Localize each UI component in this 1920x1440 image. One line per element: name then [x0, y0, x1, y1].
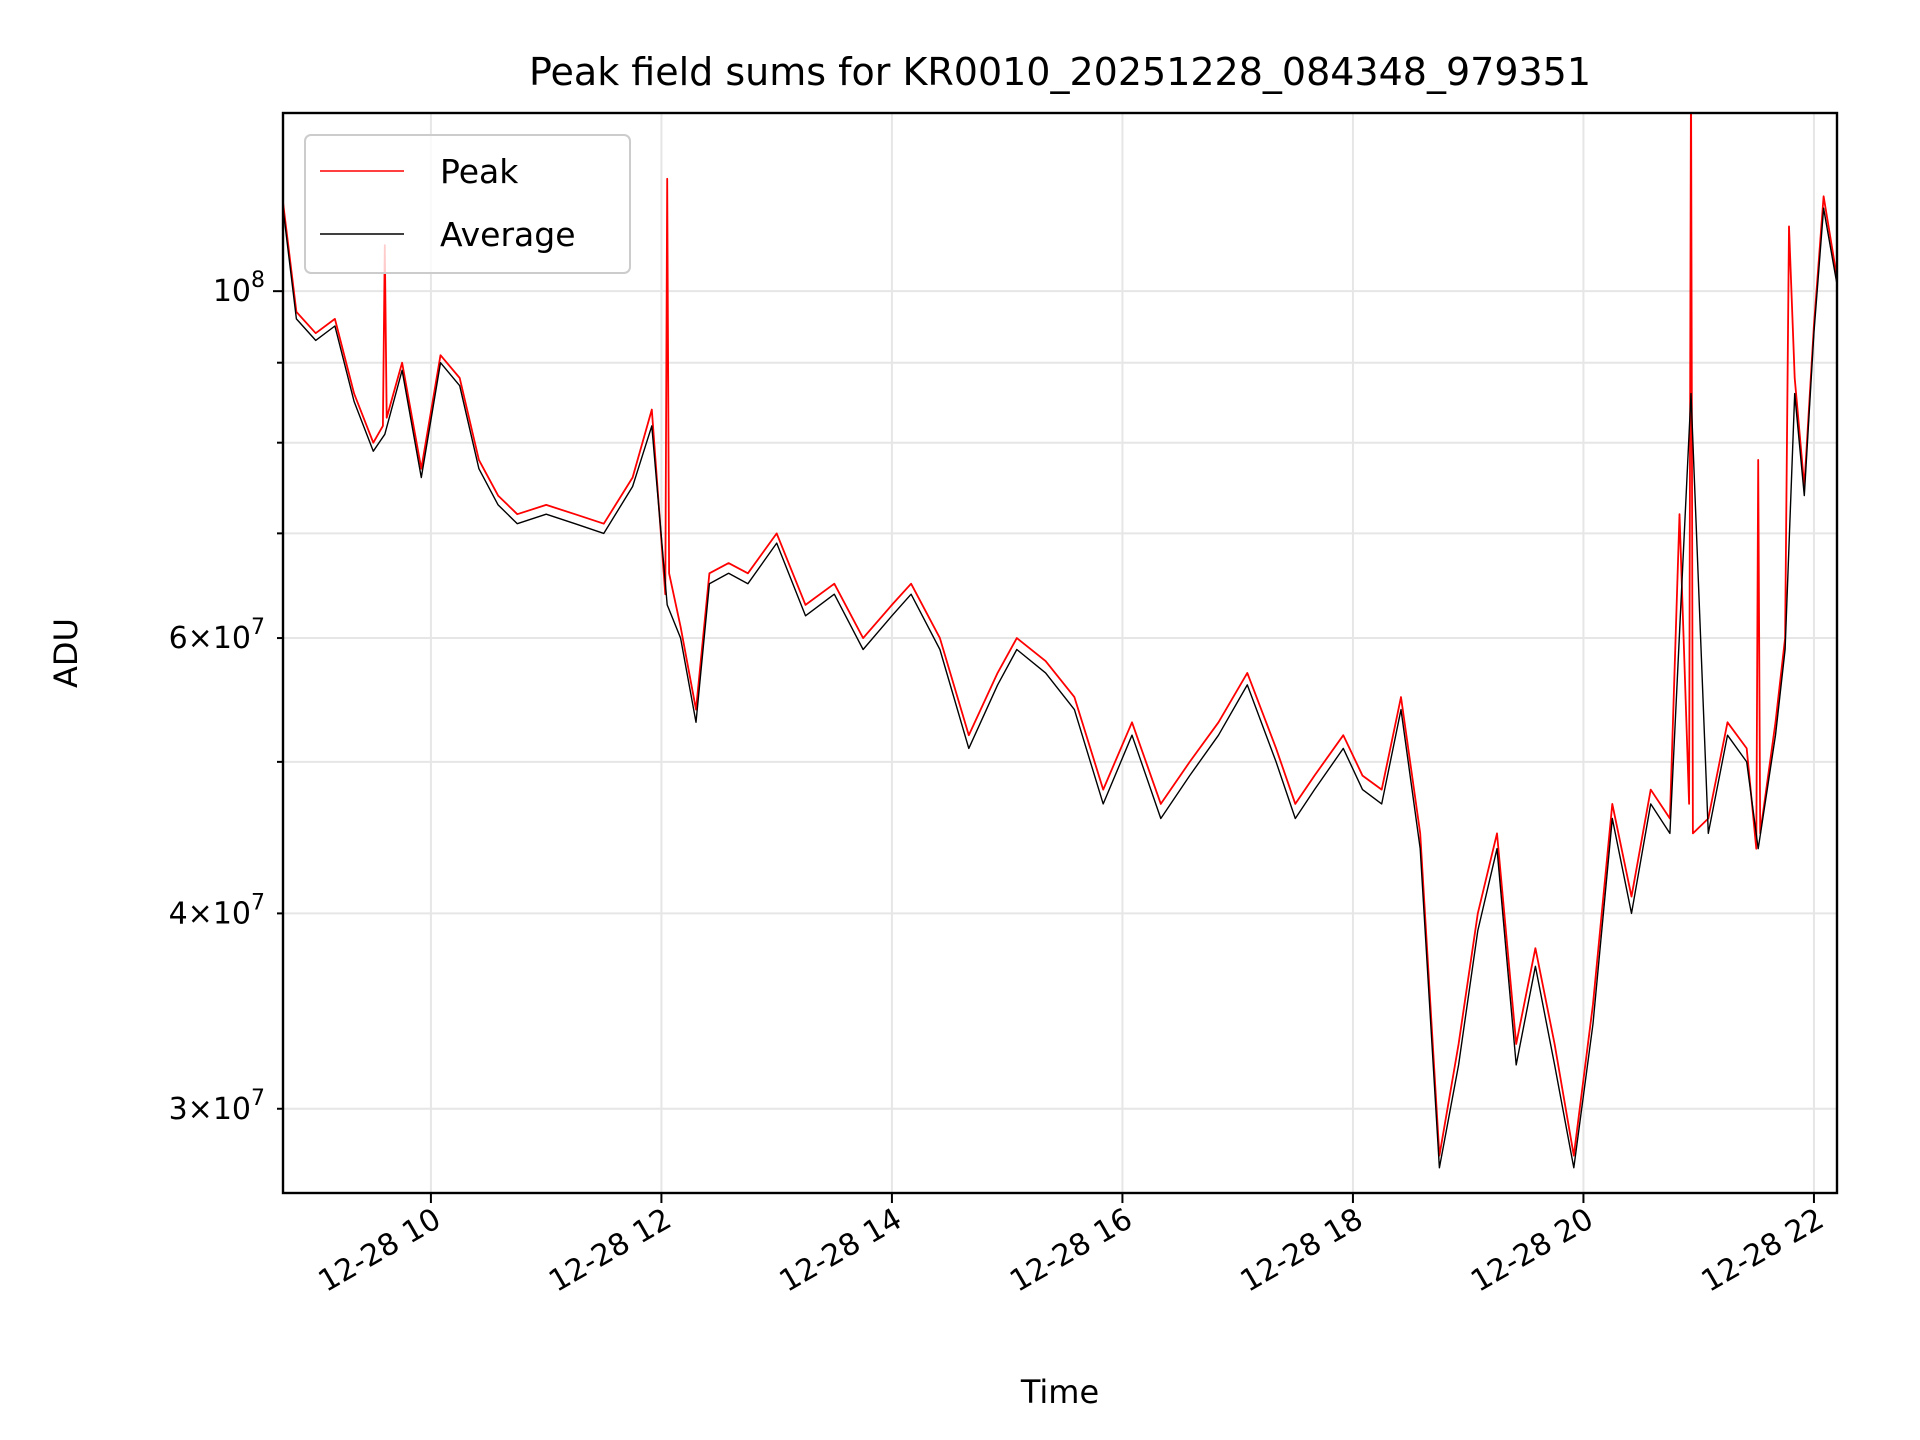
series-line-peak: [283, 113, 1837, 1157]
legend-label-peak: Peak: [440, 152, 519, 191]
legend-label-average: Average: [440, 215, 576, 254]
series-line-average: [283, 207, 1837, 1169]
chart-title: Peak field sums for KR0010_20251228_0843…: [529, 50, 1591, 94]
series-layer: [283, 113, 1837, 1169]
grid: [283, 113, 1837, 1193]
legend-box: [304, 134, 631, 274]
y-tick-label: 6×107: [169, 615, 265, 656]
x-axis-label: Time: [1020, 1373, 1099, 1411]
legend: Peak Average: [304, 134, 631, 274]
y-axis: 108 3×107 4×107 6×107: [169, 268, 283, 1127]
plot-frame: [281, 111, 1839, 1195]
y-tick-label: 108: [213, 268, 265, 309]
y-tick-label: 4×107: [169, 890, 265, 931]
y-tick-label: 3×107: [169, 1086, 265, 1127]
y-axis-label: ADU: [47, 618, 85, 688]
